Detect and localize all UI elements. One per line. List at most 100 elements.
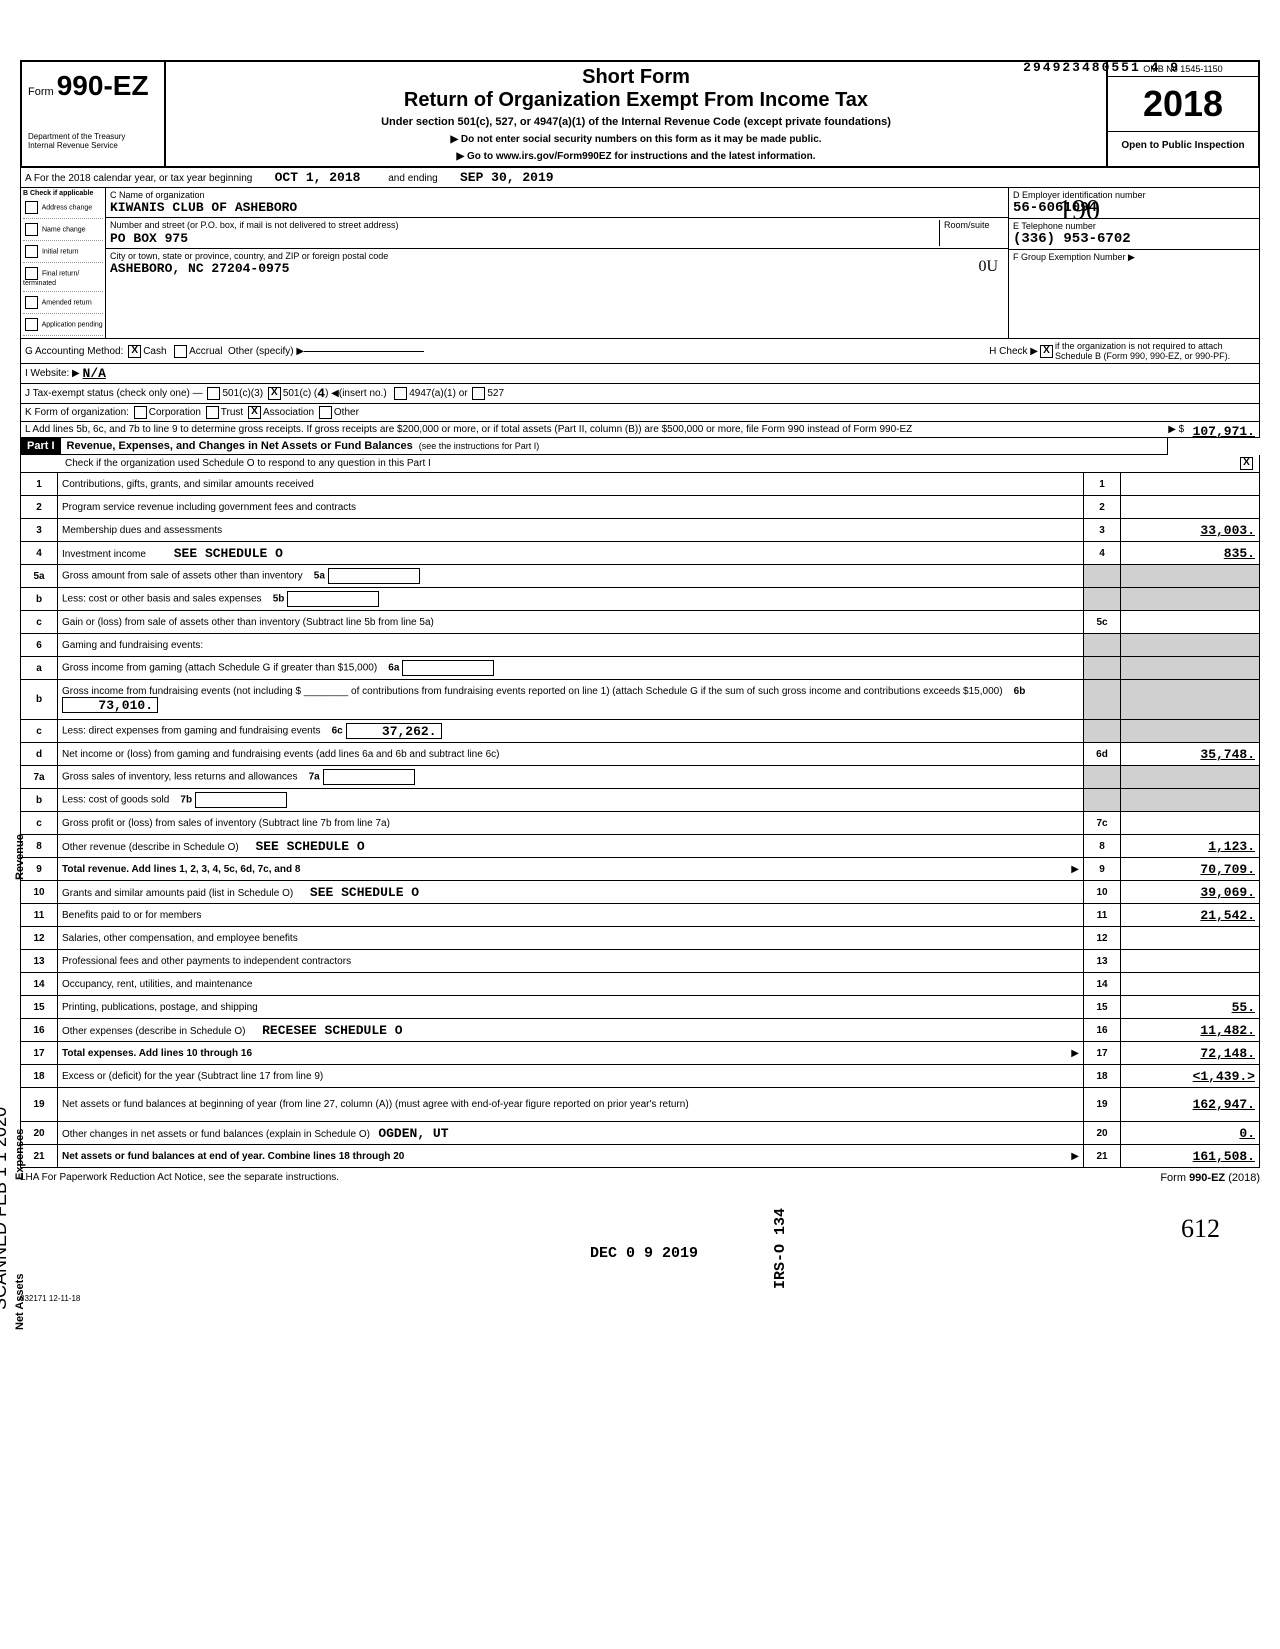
lbl-trust: Trust [221,407,243,418]
row-k-form-org: K Form of organization: Corporation Trus… [20,404,1260,422]
col-c-org-info: C Name of organization KIWANIS CLUB OF A… [106,188,1008,338]
line-7a: 7aGross sales of inventory, less returns… [21,766,1260,789]
line-10: 10Grants and similar amounts paid (list … [21,881,1260,904]
line-6d: dNet income or (loss) from gaming and fu… [21,743,1260,766]
line-13: 13Professional fees and other payments t… [21,950,1260,973]
line-4: 4Investment income SEE SCHEDULE O4835. [21,542,1260,565]
j-label: J Tax-exempt status (check only one) — [25,388,203,399]
year-end: SEP 30, 2019 [460,170,554,185]
part1-check-row: Check if the organization used Schedule … [20,455,1260,473]
ck-amended[interactable]: Amended return [23,292,103,314]
k-label: K Form of organization: [25,407,129,418]
lbl-501c3: 501(c)(3) [222,388,263,399]
ck-name[interactable]: Name change [23,219,103,241]
footer-left: LHA For Paperwork Reduction Act Notice, … [20,1172,339,1184]
dept-irs: Internal Revenue Service [28,141,158,150]
line-6a: aGross income from gaming (attach Schedu… [21,657,1260,680]
line-6: 6Gaming and fundraising events: [21,634,1260,657]
city-label: City or town, state or province, country… [110,251,1004,261]
insert-no: 4 [317,386,325,401]
line-21: 21Net assets or fund balances at end of … [21,1145,1260,1168]
ck-assoc[interactable] [248,406,261,419]
lbl-527: 527 [487,388,504,399]
org-name-label: C Name of organization [110,190,1004,200]
line-7c: cGross profit or (loss) from sales of in… [21,812,1260,835]
ck-other[interactable] [319,406,332,419]
handwritten-0u: 0U [978,258,998,276]
handwritten-initials: 190 [1058,195,1100,227]
line-5b: bLess: cost or other basis and sales exp… [21,588,1260,611]
col-b-header: B Check if applicable [23,190,93,197]
row-j-tax-status: J Tax-exempt status (check only one) — 5… [20,384,1260,404]
ck-527[interactable] [472,387,485,400]
goto-line: ▶ Go to www.irs.gov/Form990EZ for instru… [174,151,1098,162]
ck-h[interactable] [1040,345,1053,358]
row-gh: G Accounting Method: Cash Accrual Other … [20,339,1260,364]
ck-501c[interactable] [268,387,281,400]
col-def: D Employer identification number 56-6061… [1008,188,1259,338]
group-exempt-label: F Group Exemption Number ▶ [1013,252,1135,262]
form-number-box: Form 990-EZ Department of the Treasury I… [22,62,166,166]
org-address: PO BOX 975 [110,231,188,246]
form-990ez: 990-EZ [57,70,149,101]
side-netassets-label: Net Assets [14,1274,26,1330]
ck-corp[interactable] [134,406,147,419]
line-2: 2Program service revenue including gover… [21,496,1260,519]
line-9: 9Total revenue. Add lines 1, 2, 3, 4, 5c… [21,858,1260,881]
stamp-irs: IRS-O 134 [772,1208,789,1289]
ck-final[interactable]: Final return/ terminated [23,263,103,292]
room-label: Room/suite [944,220,990,230]
tax-year: 2018 [1108,77,1258,132]
tracking-code: 294923480551 4 9 [1023,60,1180,75]
line-19: 19Net assets or fund balances at beginni… [21,1088,1260,1122]
l-arrow: ▶ $ [1168,424,1184,435]
h-label: H Check ▶ [989,346,1038,357]
ck-accrual[interactable] [174,345,187,358]
lbl-insert: ) ◀(insert no.) [325,388,387,399]
website-label: I Website: ▶ [25,368,80,379]
line-16: 16Other expenses (describe in Schedule O… [21,1019,1260,1042]
ck-4947[interactable] [394,387,407,400]
ck-schedule-o[interactable] [1240,457,1253,470]
dept-treasury: Department of the Treasury [28,132,158,141]
year-begin: OCT 1, 2018 [275,170,361,185]
cash-label: Cash [143,346,166,357]
part1-label: Part I [21,438,61,454]
form-number: Form 990-EZ [28,70,158,102]
warning-line: ▶ Do not enter social security numbers o… [174,134,1098,145]
ck-cash[interactable] [128,345,141,358]
lbl-corp: Corporation [149,407,201,418]
h-text: if the organization is not required to a… [1055,341,1255,361]
ck-trust[interactable] [206,406,219,419]
addr-label: Number and street (or P.O. box, if mail … [110,220,398,230]
title-box: Short Form Return of Organization Exempt… [166,62,1106,166]
part1-title: Revenue, Expenses, and Changes in Net As… [61,440,413,452]
line-6c: cLess: direct expenses from gaming and f… [21,720,1260,743]
ck-address[interactable]: Address change [23,197,103,219]
row-i-website: I Website: ▶ N/A [20,364,1260,384]
line-5c: cGain or (loss) from sale of assets othe… [21,611,1260,634]
ck-501c3[interactable] [207,387,220,400]
line-5a: 5aGross amount from sale of assets other… [21,565,1260,588]
lbl-other: Other [334,407,359,418]
line-6b: bGross income from fundraising events (n… [21,680,1260,720]
line-20: 20Other changes in net assets or fund ba… [21,1122,1260,1145]
open-public: Open to Public Inspection [1108,132,1258,159]
return-title: Return of Organization Exempt From Incom… [174,89,1098,112]
row-l-gross: L Add lines 5b, 6c, and 7b to line 9 to … [20,422,1260,438]
page-footer: LHA For Paperwork Reduction Act Notice, … [20,1168,1260,1184]
phone-value: (336) 953-6702 [1013,231,1131,247]
subtitle: Under section 501(c), 527, or 4947(a)(1)… [174,116,1098,128]
line-18: 18Excess or (deficit) for the year (Subt… [21,1065,1260,1088]
form-prefix: Form [28,86,54,98]
line-17: 17Total expenses. Add lines 10 through 1… [21,1042,1260,1065]
part1-note: (see the instructions for Part I) [413,441,540,451]
ck-pending[interactable]: Application pending [23,314,103,336]
lbl-501c: 501(c) ( [283,388,317,399]
accounting-label: G Accounting Method: [25,346,123,357]
col-b-checkboxes: B Check if applicable Address change Nam… [21,188,106,338]
ck-initial[interactable]: Initial return [23,241,103,263]
other-label: Other (specify) ▶ [228,346,304,357]
lines-table: 1Contributions, gifts, grants, and simil… [20,473,1260,1168]
lbl-assoc: Association [263,407,314,418]
